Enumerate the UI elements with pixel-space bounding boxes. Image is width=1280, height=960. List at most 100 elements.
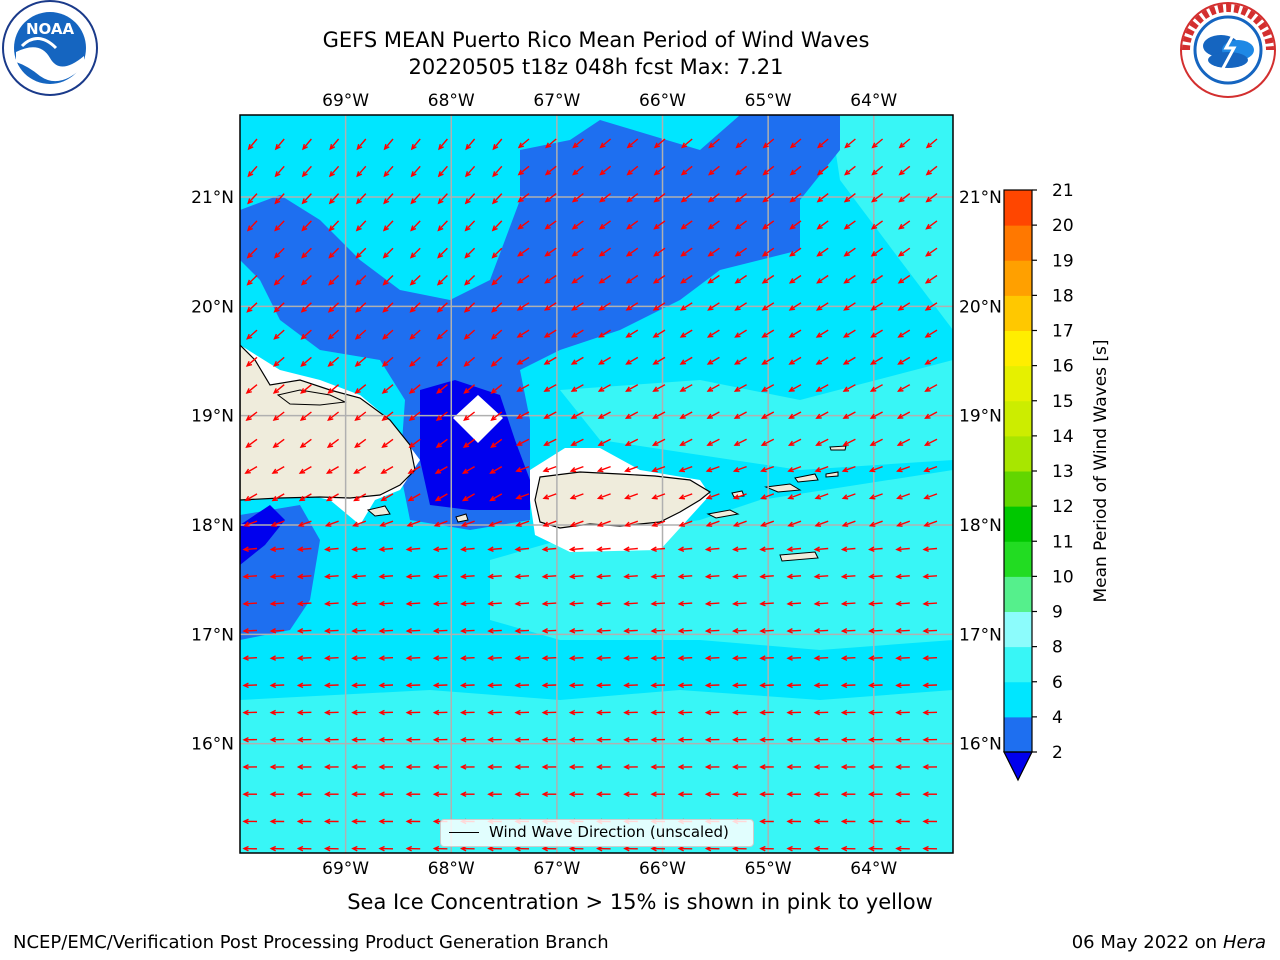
- wave-direction-arrow: [624, 493, 639, 500]
- wave-direction-arrow: [868, 465, 883, 473]
- chart-subtitle: 20220505 t18z 048h fcst Max: 7.21: [408, 55, 784, 79]
- wave-direction-arrow: [870, 274, 883, 284]
- wave-direction-arrow: [786, 818, 802, 825]
- wave-direction-arrow: [759, 546, 774, 552]
- colorbar-segment: [1004, 435, 1032, 472]
- wave-direction-arrow: [760, 438, 775, 446]
- wave-direction-arrow: [273, 302, 285, 313]
- colorbar: 2 4 6 8 9 10 11 12 13 14 15 16 17 18 19 20 21: [1003, 181, 1074, 782]
- wave-direction-arrow: [922, 818, 938, 825]
- wave-direction-arrow: [677, 546, 693, 552]
- wave-direction-arrow: [816, 165, 829, 176]
- wave-direction-arrow: [432, 655, 448, 661]
- wave-direction-arrow: [786, 655, 802, 661]
- wave-direction-arrow: [274, 220, 285, 232]
- wave-direction-arrow: [408, 438, 421, 449]
- wave-direction-arrow: [272, 384, 285, 394]
- lat-tick-label: 20°N: [959, 297, 1002, 317]
- wave-direction-arrow: [273, 356, 285, 367]
- wave-direction-arrow: [245, 384, 258, 394]
- wave-direction-arrow: [650, 845, 666, 852]
- islet-saona: [366, 505, 391, 517]
- wave-direction-arrow: [625, 356, 639, 365]
- wave-direction-arrow: [463, 411, 476, 421]
- colorbar-segment: [1004, 611, 1032, 648]
- wave-direction-arrow: [815, 438, 829, 446]
- wave-direction-arrow: [296, 546, 312, 552]
- wave-direction-arrow: [541, 791, 557, 798]
- wave-direction-arrow: [487, 791, 502, 798]
- wave-direction-arrow: [465, 138, 476, 151]
- wave-direction-arrow: [787, 493, 802, 500]
- wave-direction-arrow: [543, 411, 557, 419]
- wave-direction-arrow: [409, 247, 421, 259]
- wave-direction-arrow: [923, 493, 938, 500]
- wave-direction-arrow: [868, 628, 883, 634]
- wave-direction-arrow: [382, 329, 394, 340]
- wave-direction-arrow: [626, 193, 639, 203]
- wave-direction-arrow: [677, 573, 693, 580]
- wave-direction-arrow: [408, 384, 421, 394]
- wave-direction-arrow: [491, 193, 503, 205]
- wave-direction-arrow: [351, 709, 366, 716]
- wave-direction-arrow: [735, 138, 748, 149]
- wave-direction-arrow: [408, 411, 421, 421]
- wave-direction-arrow: [491, 247, 503, 259]
- wave-direction-arrow: [595, 845, 611, 852]
- lon-tick-label: 67°W: [533, 859, 580, 879]
- wave-direction-arrow: [759, 791, 774, 798]
- wave-direction-arrow: [323, 845, 339, 852]
- wave-direction-arrow: [572, 138, 584, 149]
- nws-logo-icon: [1176, 0, 1280, 100]
- colorbar-segment: [1004, 681, 1032, 718]
- wave-direction-arrow: [354, 438, 367, 449]
- wave-direction-arrow: [382, 247, 394, 259]
- wave-direction-arrow: [759, 628, 774, 634]
- wave-direction-arrow: [677, 600, 693, 607]
- wave-direction-arrow: [492, 138, 503, 151]
- wave-direction-arrow: [464, 193, 476, 205]
- wave-direction-arrow: [460, 628, 475, 634]
- wave-direction-arrow: [841, 520, 856, 527]
- wave-direction-arrow: [383, 165, 394, 178]
- wave-direction-arrow: [544, 165, 557, 176]
- wave-direction-arrow: [405, 736, 421, 743]
- wave-direction-arrow: [351, 573, 366, 580]
- wave-direction-arrow: [596, 628, 611, 634]
- wave-direction-arrow: [731, 736, 747, 743]
- wave-direction-arrow: [786, 682, 802, 689]
- wave-direction-arrow: [761, 247, 775, 257]
- colorbar-tick-label: 20: [1052, 216, 1074, 236]
- wave-direction-arrow: [677, 791, 693, 798]
- wave-direction-arrow: [707, 220, 720, 230]
- wave-direction-arrow: [460, 546, 475, 552]
- wave-direction-arrow: [492, 165, 503, 178]
- wave-direction-arrow: [924, 274, 938, 284]
- wave-direction-arrow: [269, 791, 285, 798]
- wave-direction-arrow: [436, 329, 448, 340]
- wave-direction-arrow: [351, 736, 366, 743]
- wave-direction-arrow: [242, 845, 258, 852]
- wave-direction-arrow: [274, 138, 285, 151]
- wave-direction-arrow: [514, 546, 530, 552]
- lat-tick-label: 16°N: [191, 735, 234, 755]
- footer-date-text: 06 May 2022 on: [1071, 932, 1218, 953]
- wave-direction-arrow: [679, 411, 693, 419]
- colorbar-segment: [1004, 225, 1032, 261]
- wave-direction-arrow: [271, 493, 285, 502]
- wave-direction-arrow: [378, 546, 394, 552]
- wave-direction-arrow: [704, 845, 720, 852]
- wave-direction-arrow: [459, 845, 475, 852]
- wave-direction-arrow: [623, 764, 638, 770]
- wave-direction-arrow: [410, 220, 421, 232]
- wave-direction-arrow: [623, 845, 638, 852]
- wave-direction-arrow: [651, 520, 666, 527]
- colorbar-tick-label: 6: [1052, 673, 1063, 693]
- chart-title: GEFS MEAN Puerto Rico Mean Period of Win…: [322, 28, 870, 52]
- wave-direction-arrow: [541, 573, 557, 580]
- wave-direction-arrow: [813, 736, 829, 743]
- lat-tick-label: 16°N: [959, 735, 1002, 755]
- wind-wave-arrows: [242, 138, 938, 852]
- colorbar-tick-label: 21: [1052, 181, 1074, 201]
- wave-direction-arrow: [786, 573, 802, 580]
